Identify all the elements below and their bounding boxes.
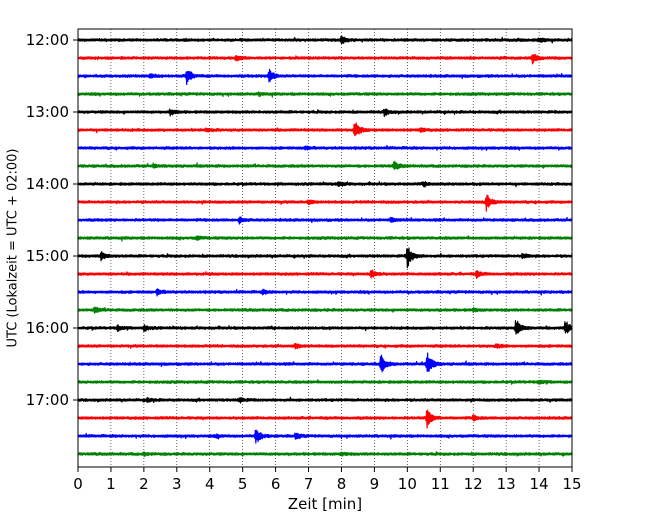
trace-1400 bbox=[77, 180, 573, 188]
x-tick-label: 8 bbox=[337, 475, 347, 493]
y-axis-title: UTC (Lokalzeit = UTC + 02:00) bbox=[6, 149, 21, 348]
trace-1615 bbox=[77, 342, 573, 350]
trace-1430 bbox=[77, 216, 573, 225]
x-tick-label: 10 bbox=[398, 475, 417, 493]
trace-1345 bbox=[77, 160, 573, 170]
x-tick-label: 12 bbox=[464, 475, 483, 493]
x-tick-label: 4 bbox=[205, 475, 215, 493]
trace-1500 bbox=[77, 247, 573, 269]
grid-lines bbox=[110, 29, 540, 467]
x-tick-label: 1 bbox=[106, 475, 116, 493]
trace-1200 bbox=[77, 35, 573, 45]
x-tick-label: 6 bbox=[271, 475, 281, 493]
trace-1600 bbox=[77, 320, 573, 335]
x-tick-label: 2 bbox=[139, 475, 149, 493]
trace-1530 bbox=[77, 288, 573, 297]
trace-1215 bbox=[77, 53, 573, 65]
trace-1730 bbox=[77, 429, 573, 444]
trace-1245 bbox=[77, 91, 573, 98]
y-tick-label: 14:00 bbox=[26, 175, 69, 193]
trace-1415 bbox=[77, 194, 573, 212]
trace-1300 bbox=[77, 108, 573, 118]
plot-frame bbox=[77, 28, 573, 468]
trace-1515 bbox=[77, 269, 573, 279]
x-tick-label: 14 bbox=[530, 475, 549, 493]
trace-1745 bbox=[77, 451, 573, 457]
x-tick-label: 3 bbox=[172, 475, 182, 493]
trace-1700 bbox=[77, 396, 573, 404]
x-tick-label: 11 bbox=[431, 475, 450, 493]
y-tick-label: 16:00 bbox=[26, 319, 69, 337]
x-tick-label: 9 bbox=[370, 475, 380, 493]
trace-1630 bbox=[77, 352, 573, 373]
y-axis-ticks: 12:00 13:00 14:00 15:00 16:00 17:00 bbox=[26, 31, 78, 409]
x-tick-label: 5 bbox=[238, 475, 248, 493]
trace-1715 bbox=[77, 409, 573, 429]
y-tick-label: 17:00 bbox=[26, 391, 69, 409]
trace-1645 bbox=[77, 379, 573, 385]
y-tick-label: 13:00 bbox=[26, 103, 69, 121]
trace-1230 bbox=[77, 68, 573, 86]
seismic-traces bbox=[77, 35, 573, 457]
trace-1445 bbox=[77, 235, 573, 242]
x-axis-ticks: 0 1 2 3 4 5 6 7 8 9 10 11 12 13 14 15 bbox=[73, 467, 582, 493]
trace-1315 bbox=[77, 122, 573, 136]
x-tick-label: 15 bbox=[562, 475, 581, 493]
trace-1545 bbox=[77, 306, 573, 314]
x-tick-label: 13 bbox=[497, 475, 516, 493]
y-tick-label: 15:00 bbox=[26, 247, 69, 265]
x-tick-label: 7 bbox=[304, 475, 314, 493]
trace-1330 bbox=[77, 144, 573, 152]
x-axis-title: Zeit [min] bbox=[288, 495, 362, 513]
x-tick-label: 0 bbox=[73, 475, 83, 493]
y-tick-label: 12:00 bbox=[26, 31, 69, 49]
